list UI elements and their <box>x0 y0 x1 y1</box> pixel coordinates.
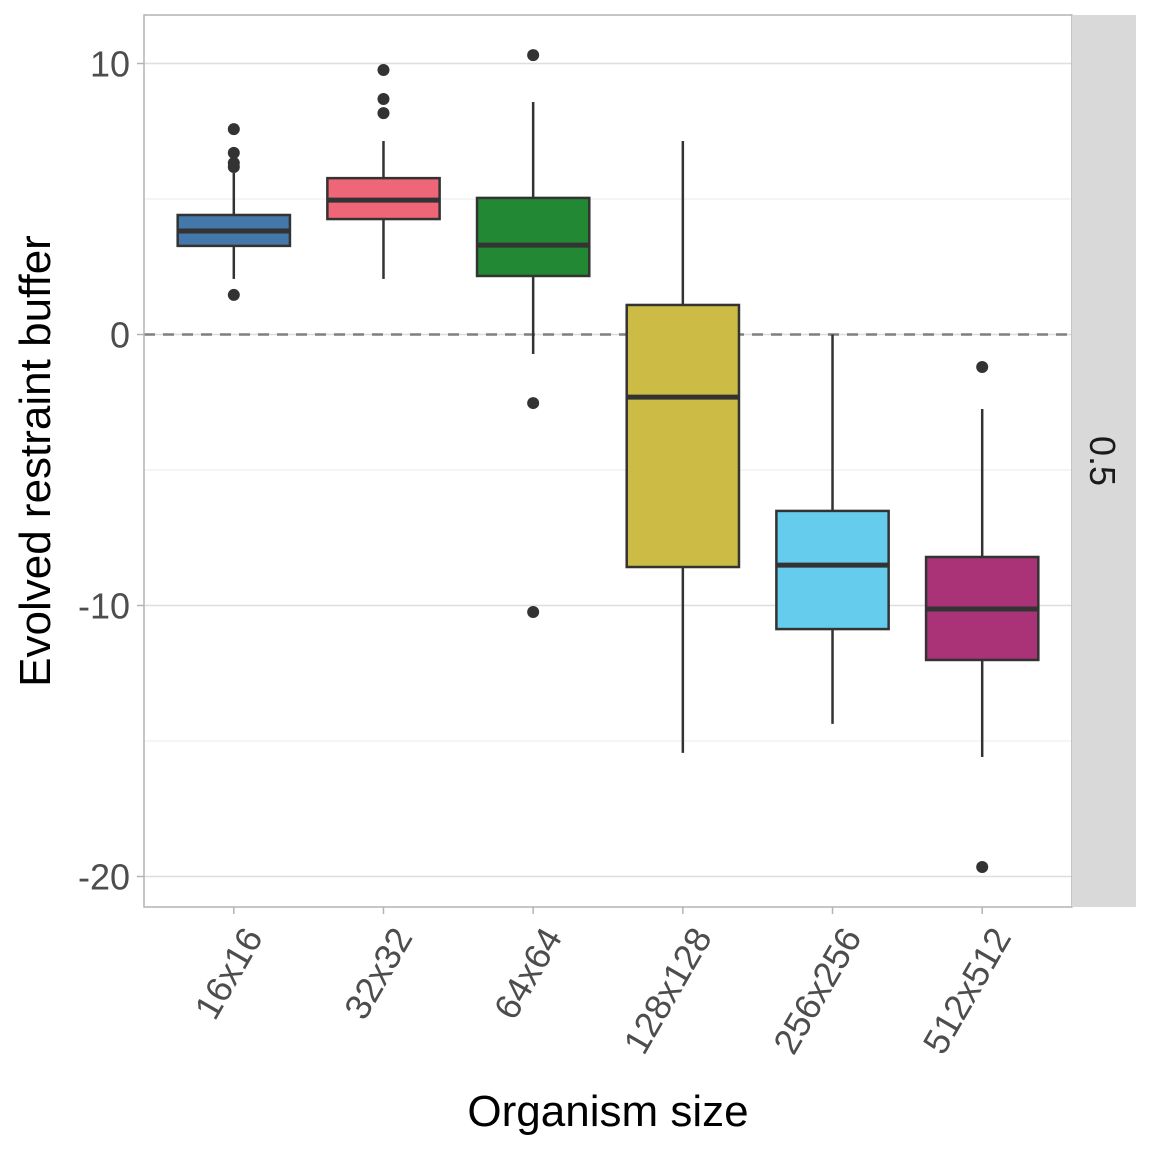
outlier-point <box>377 64 390 77</box>
grid-minor <box>144 198 1072 742</box>
x-tick-label: 16x16 <box>186 921 271 1026</box>
box-512x512 <box>924 361 1040 874</box>
y-tick-label: 0 <box>110 315 130 356</box>
y-tick-label: 10 <box>90 44 130 85</box>
x-axis-title: Organism size <box>467 1087 748 1136</box>
outlier-point <box>227 146 240 159</box>
box-32x32 <box>326 64 441 279</box>
x-tick-label: 32x32 <box>336 921 421 1026</box>
box-256x256 <box>775 334 890 724</box>
outlier-point <box>377 93 390 106</box>
outlier-point <box>976 861 989 874</box>
facet-strip <box>1072 15 1136 907</box>
facet-strip-label: 0.5 <box>1082 436 1123 486</box>
outlier-point <box>976 361 989 374</box>
outlier-point <box>527 49 540 62</box>
outlier-point <box>377 107 390 120</box>
box-16x16 <box>176 123 292 301</box>
outlier-point <box>227 288 240 301</box>
x-axis: 16x16 32x32 64x64 128x128 256x256 512x512 <box>186 907 1019 1061</box>
x-tick-label: 64x64 <box>486 921 571 1026</box>
outlier-point <box>227 161 240 174</box>
y-axis: -20 -10 0 10 <box>78 44 144 898</box>
outlier-point <box>527 397 540 410</box>
boxes <box>176 49 1040 874</box>
box-iqr <box>625 303 741 569</box>
box-64x64 <box>475 49 591 619</box>
x-tick-label: 512x512 <box>915 921 1020 1061</box>
box-128x128 <box>625 141 741 753</box>
y-tick-label: -20 <box>78 857 130 898</box>
x-tick-label: 128x128 <box>615 921 720 1061</box>
box-iqr <box>775 509 890 631</box>
x-tick-label: 256x256 <box>765 921 870 1061</box>
outlier-point <box>527 606 540 619</box>
plot-background <box>144 15 1072 907</box>
outlier-point <box>227 123 240 136</box>
y-axis-title: Evolved restraint buffer <box>11 235 60 687</box>
box-iqr <box>475 196 591 278</box>
y-tick-label: -10 <box>78 586 130 627</box>
